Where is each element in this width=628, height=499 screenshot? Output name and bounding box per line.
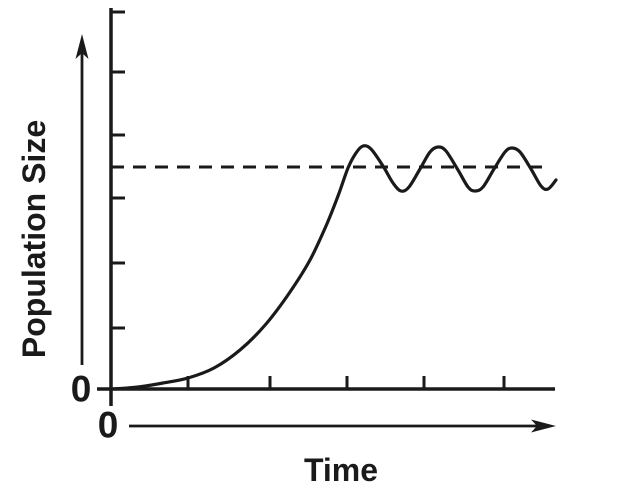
x-origin-label: 0 — [97, 404, 119, 446]
x-axis-title: Time — [303, 452, 379, 488]
y-axis-title: Population Size — [16, 119, 52, 359]
y-arrowhead-icon — [75, 34, 89, 59]
population-curve — [111, 144, 558, 391]
y-origin-label: 0 — [70, 368, 92, 410]
x-arrowhead-icon — [531, 419, 556, 433]
